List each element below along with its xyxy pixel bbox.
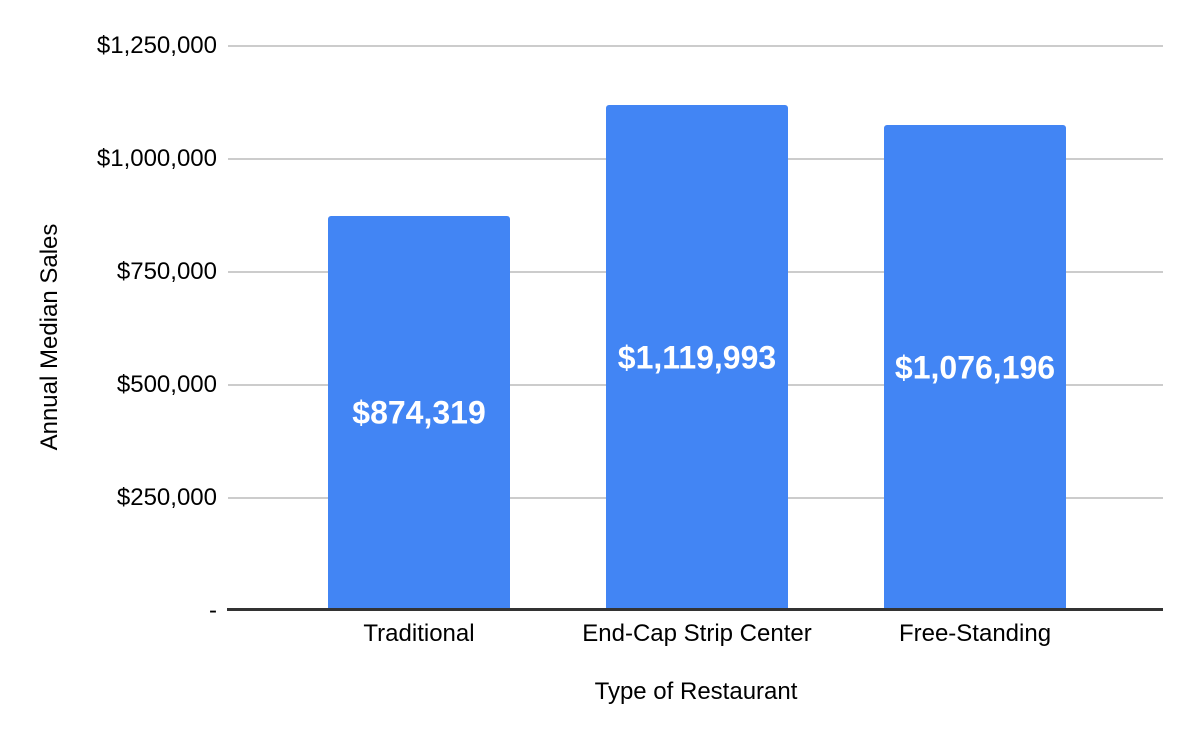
bar-end-cap-strip-center[interactable] — [606, 104, 788, 608]
y-axis-tick-label: - — [209, 597, 217, 624]
bar-traditional[interactable] — [328, 215, 510, 608]
x-axis-title: Type of Restaurant — [594, 678, 798, 705]
y-axis-tick-label: $750,000 — [116, 258, 217, 285]
bar-value-label: $1,076,196 — [894, 349, 1056, 386]
bar-value-label: $874,319 — [352, 394, 486, 431]
y-axis-tick-label: $250,000 — [116, 484, 217, 511]
x-axis-category-label: Traditional — [363, 620, 475, 647]
x-axis-line — [227, 608, 1163, 611]
x-axis-category-label: Free-Standing — [898, 620, 1052, 647]
x-axis-category-label: End-Cap Strip Center — [582, 620, 812, 647]
y-axis-tick-label: $500,000 — [116, 371, 217, 398]
gridline — [228, 45, 1163, 47]
bar-value-label: $1,119,993 — [617, 339, 777, 376]
bar-free-standing[interactable] — [884, 124, 1066, 608]
y-axis-tick-label: $1,250,000 — [96, 32, 217, 59]
y-axis-tick-label: $1,000,000 — [96, 145, 217, 172]
